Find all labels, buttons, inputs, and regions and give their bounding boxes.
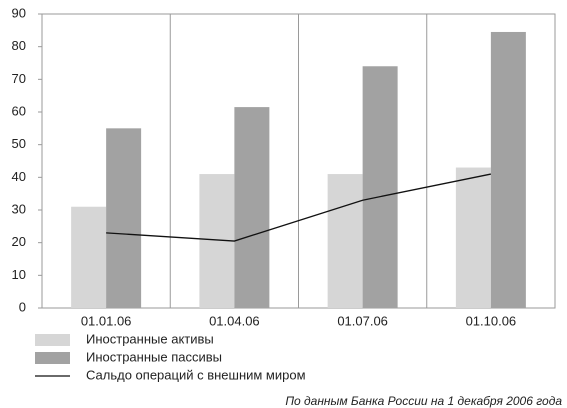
x-tick-label: 01.07.06 (337, 313, 388, 328)
y-tick-label: 0 (19, 299, 26, 314)
y-tick-label: 50 (12, 136, 26, 151)
source-note: По данным Банка России на 1 декабря 2006… (285, 394, 562, 408)
bar (490, 31, 526, 308)
y-tick-label: 30 (12, 201, 26, 216)
legend-label: Сальдо операций с внешним миром (86, 367, 306, 382)
legend-label: Иностранные пассивы (86, 349, 222, 364)
y-tick-label: 70 (12, 71, 26, 86)
bar (234, 107, 270, 308)
legend-label: Иностранные активы (86, 331, 214, 346)
bar (106, 128, 142, 308)
bar (71, 206, 107, 308)
y-tick-label: 60 (12, 103, 26, 118)
y-tick-label: 80 (12, 38, 26, 53)
bar (455, 167, 491, 308)
y-tick-label: 10 (12, 267, 26, 282)
line (106, 173, 492, 242)
y-tick-label: 20 (12, 234, 26, 249)
legend-swatch (35, 334, 70, 346)
x-tick-label: 01.01.06 (81, 313, 132, 328)
bar (362, 66, 398, 309)
x-tick-label: 01.10.06 (466, 313, 517, 328)
bar (327, 174, 363, 308)
y-tick-label: 90 (12, 5, 26, 20)
x-tick-label: 01.04.06 (209, 313, 260, 328)
legend-swatch (35, 352, 70, 364)
y-tick-label: 40 (12, 169, 26, 184)
